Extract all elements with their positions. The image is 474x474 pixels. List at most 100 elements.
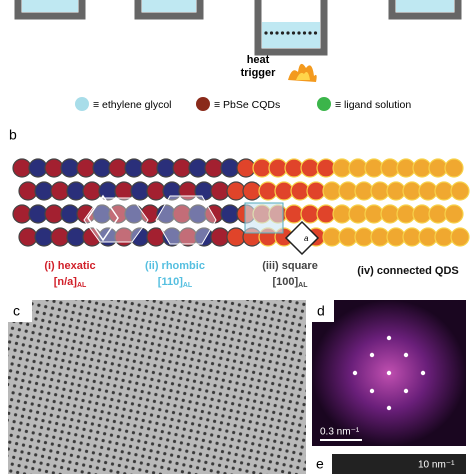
nanocrystal bbox=[418, 181, 438, 201]
nanocrystal bbox=[322, 227, 342, 247]
nanocrystal bbox=[332, 204, 352, 224]
nanocrystal bbox=[210, 181, 230, 201]
nanocrystal bbox=[258, 181, 278, 201]
label-box bbox=[312, 300, 334, 322]
particle bbox=[264, 31, 268, 35]
nanocrystal bbox=[450, 181, 470, 201]
nanocrystal bbox=[12, 158, 32, 178]
fft-spots bbox=[352, 335, 426, 411]
nanocrystal bbox=[44, 158, 64, 178]
liquid bbox=[262, 22, 320, 48]
spot bbox=[403, 388, 409, 394]
spot bbox=[420, 370, 426, 376]
scale-label: 10 nm⁻¹ bbox=[418, 460, 455, 471]
phase-name: (ii) rhombic bbox=[145, 260, 205, 272]
nanocrystal bbox=[242, 181, 262, 201]
scale-label: 0.3 nm⁻¹ bbox=[320, 427, 360, 438]
spot bbox=[403, 352, 409, 358]
nanocrystal bbox=[306, 181, 326, 201]
phase-name: (i) hexatic bbox=[44, 260, 95, 272]
nanocrystal bbox=[82, 181, 102, 201]
nanocrystal bbox=[380, 204, 400, 224]
rhombic-cell bbox=[155, 195, 217, 245]
particle bbox=[286, 31, 290, 35]
nanocrystal bbox=[66, 227, 86, 247]
nanocrystal bbox=[18, 227, 38, 247]
nanocrystal bbox=[412, 204, 432, 224]
hexatic-cell bbox=[83, 197, 149, 243]
nanocrystal bbox=[434, 181, 454, 201]
nanocrystal bbox=[274, 181, 294, 201]
tem-image bbox=[8, 300, 306, 474]
nanocrystal bbox=[34, 181, 54, 201]
panel-e-image bbox=[312, 454, 466, 474]
lattice bbox=[12, 158, 470, 247]
particle bbox=[308, 31, 312, 35]
square-cell bbox=[244, 202, 284, 234]
nanocrystal bbox=[322, 181, 342, 201]
nanocrystal bbox=[44, 204, 64, 224]
trigger-label: heat bbox=[247, 54, 270, 66]
spot bbox=[386, 335, 392, 341]
nanocrystal bbox=[252, 158, 272, 178]
legend-label: ≡ ligand solution bbox=[335, 99, 411, 111]
nanocrystal bbox=[172, 158, 192, 178]
nanocrystal bbox=[226, 227, 246, 247]
nanocrystal bbox=[364, 158, 384, 178]
nanocrystal bbox=[300, 158, 320, 178]
legend-swatch bbox=[317, 97, 331, 111]
flame bbox=[296, 72, 310, 80]
nanocrystal bbox=[386, 181, 406, 201]
particle bbox=[302, 31, 307, 35]
nanocrystal bbox=[434, 227, 454, 247]
phase-index: [110]AL bbox=[158, 276, 193, 289]
liquid bbox=[396, 0, 454, 12]
nanocrystal bbox=[428, 158, 448, 178]
spot bbox=[386, 370, 392, 376]
nanocrystal bbox=[92, 158, 112, 178]
nanocrystal bbox=[386, 227, 406, 247]
nanocrystal bbox=[28, 204, 48, 224]
nanocrystal bbox=[220, 204, 240, 224]
nanocrystal bbox=[364, 204, 384, 224]
nanocrystal bbox=[396, 204, 416, 224]
nanocrystal bbox=[332, 158, 352, 178]
nanocrystal bbox=[316, 204, 336, 224]
nanocrystal bbox=[124, 158, 144, 178]
nanocrystal bbox=[226, 181, 246, 201]
legend-label: ≡ PbSe CQDs bbox=[214, 99, 280, 111]
nanocrystal bbox=[418, 227, 438, 247]
liquid bbox=[22, 0, 78, 12]
panel-label: c bbox=[13, 303, 20, 319]
nanocrystal bbox=[370, 181, 390, 201]
nanocrystal bbox=[412, 158, 432, 178]
panel-label: b bbox=[9, 127, 17, 143]
nanocrystal bbox=[428, 204, 448, 224]
nanocrystal bbox=[60, 158, 80, 178]
particle bbox=[297, 31, 301, 35]
nanocrystal bbox=[140, 158, 160, 178]
particle bbox=[313, 31, 318, 35]
phase-index: [100]AL bbox=[272, 276, 308, 289]
nanocrystal bbox=[348, 204, 368, 224]
nanocrystal bbox=[50, 227, 70, 247]
label-box bbox=[8, 300, 32, 322]
particles bbox=[264, 31, 318, 35]
spot bbox=[386, 405, 392, 411]
nanocrystal bbox=[156, 158, 176, 178]
legend-swatch bbox=[75, 97, 89, 111]
phase-index: [n/a]AL bbox=[54, 276, 87, 289]
nanocrystal bbox=[50, 181, 70, 201]
nanocrystal bbox=[284, 158, 304, 178]
nanocrystal bbox=[402, 181, 422, 201]
square-diamond bbox=[284, 220, 320, 256]
nanocrystal bbox=[60, 204, 80, 224]
particle bbox=[280, 31, 285, 35]
nanocrystal bbox=[396, 158, 416, 178]
nanocrystal bbox=[354, 227, 374, 247]
nanocrystal bbox=[370, 227, 390, 247]
liquid bbox=[142, 0, 196, 12]
nanocrystal bbox=[66, 181, 86, 201]
nanocrystal bbox=[338, 181, 358, 201]
nanocrystal bbox=[34, 227, 54, 247]
